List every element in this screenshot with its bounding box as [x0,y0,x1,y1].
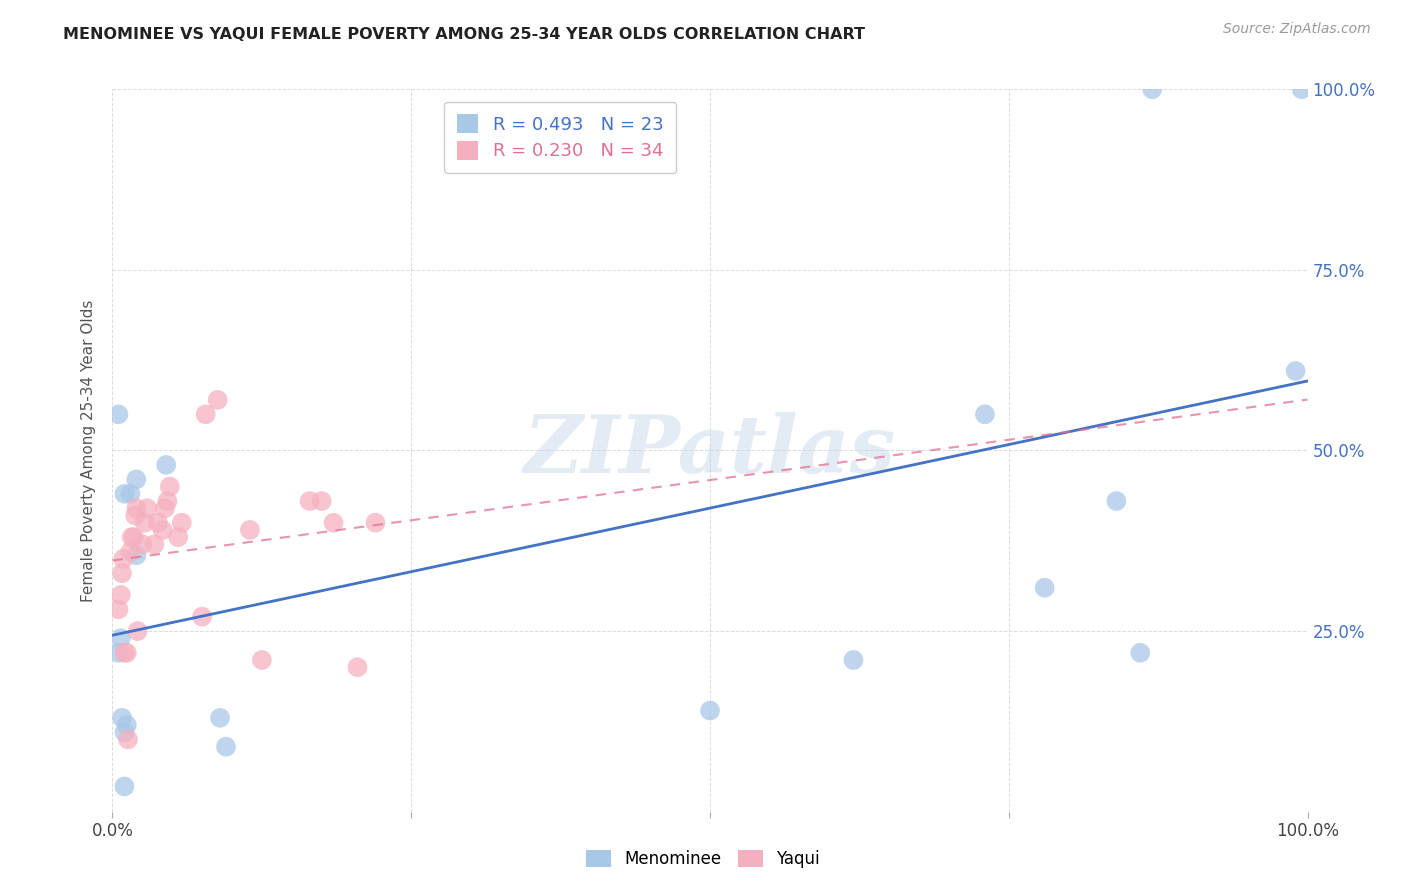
Point [146,516,169,530]
Point [120,544,142,558]
Point [156,494,179,508]
Text: Source: ZipAtlas.com: Source: ZipAtlas.com [1223,22,1371,37]
Point [153,501,176,516]
Text: MENOMINEE VS YAQUI FEMALE POVERTY AMONG 25-34 YEAR OLDS CORRELATION CHART: MENOMINEE VS YAQUI FEMALE POVERTY AMONG … [63,27,865,42]
Point [250,653,273,667]
Point [239,523,262,537]
Point [143,537,166,551]
Point [1033,581,1056,595]
Point [114,646,135,660]
Point [1129,646,1152,660]
Point [1105,494,1128,508]
Legend: R = 0.493   N = 23, R = 0.230   N = 34: R = 0.493 N = 23, R = 0.230 N = 34 [444,102,676,173]
Point [322,516,344,530]
Point [134,516,156,530]
Point [136,501,159,516]
Point [114,487,135,501]
Point [115,718,138,732]
Point [122,530,145,544]
Point [191,609,214,624]
Point [699,704,721,718]
Point [125,548,148,562]
Text: ZIPatlas: ZIPatlas [524,412,896,489]
Point [1285,364,1308,378]
Point [111,711,134,725]
Point [114,780,135,794]
Point [207,392,229,407]
Point [170,516,193,530]
Point [107,602,129,616]
Point [107,646,129,660]
Point [107,407,129,421]
Point [110,588,132,602]
Point [120,487,142,501]
Point [842,653,865,667]
Point [110,632,132,646]
Point [159,480,181,494]
Point [974,407,997,421]
Point [125,501,148,516]
Point [346,660,368,674]
Point [298,494,321,508]
Point [1142,82,1164,96]
Point [215,739,238,754]
Point [121,530,143,544]
Point [115,646,138,660]
Point [117,732,139,747]
Point [111,566,134,581]
Point [112,551,135,566]
Point [311,494,333,508]
Point [125,472,148,486]
Point [127,624,149,639]
Y-axis label: Female Poverty Among 25-34 Year Olds: Female Poverty Among 25-34 Year Olds [80,300,96,601]
Legend: Menominee, Yaqui: Menominee, Yaqui [579,843,827,875]
Point [131,537,153,551]
Point [1291,82,1313,96]
Point [155,458,177,472]
Point [124,508,146,523]
Point [167,530,190,544]
Point [114,725,135,739]
Point [194,407,217,421]
Point [152,523,174,537]
Point [364,516,387,530]
Point [209,711,232,725]
